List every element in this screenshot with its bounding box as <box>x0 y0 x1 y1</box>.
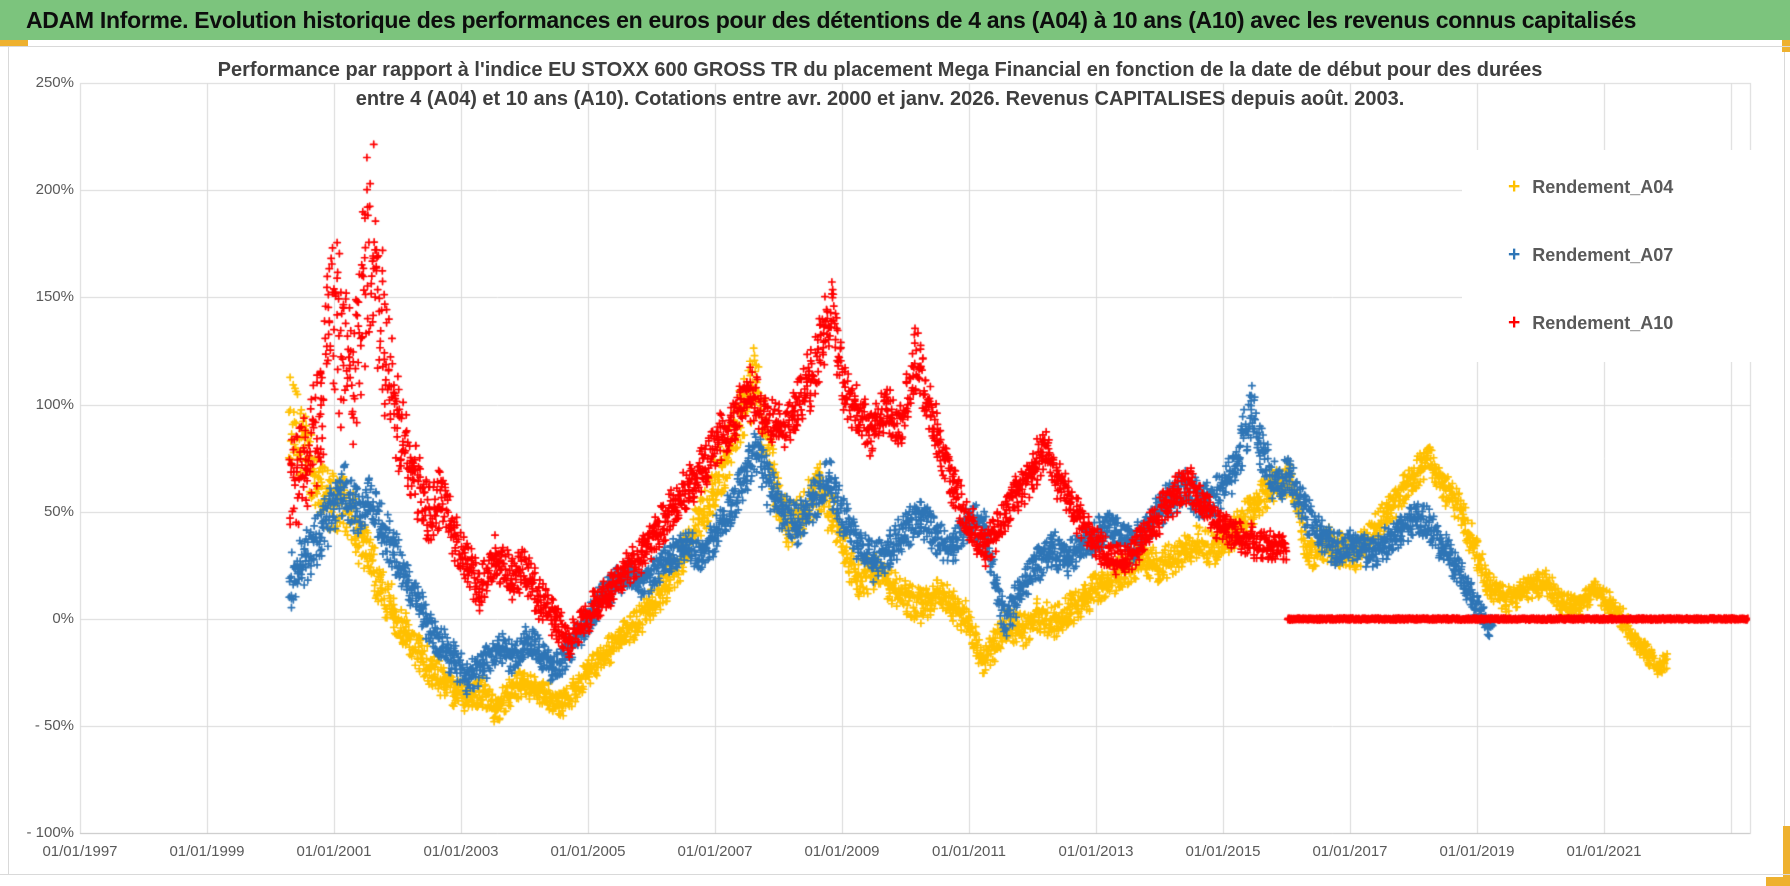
y-tick-label: - 100% <box>26 824 74 842</box>
x-tick-label: 01/01/2019 <box>1439 843 1515 860</box>
x-tick-label: 01/01/2011 <box>932 843 1006 860</box>
x-tick-label: 01/01/2001 <box>296 843 372 860</box>
x-tick-label: 01/01/2009 <box>804 843 880 860</box>
x-tick-label: 01/01/2017 <box>1312 843 1388 860</box>
x-tick-label: 01/01/2003 <box>423 843 499 860</box>
x-tick-label: 01/01/2015 <box>1185 843 1261 860</box>
legend-label: Rendement_A07 <box>1532 244 1674 265</box>
plus-marker-icon: + <box>1508 243 1521 266</box>
y-tick-label: 0% <box>52 610 74 627</box>
y-tick-label: 50% <box>43 502 74 520</box>
y-tick-label: - 50% <box>34 717 74 735</box>
x-tick-label: 01/01/2007 <box>677 843 753 860</box>
x-tick-label: 01/01/1997 <box>42 843 118 860</box>
legend-item-a04[interactable]: + Rendement_A04 <box>1462 174 1764 200</box>
x-tick-label: 01/01/2021 <box>1566 843 1642 860</box>
legend-label: Rendement_A10 <box>1532 312 1674 333</box>
legend-label: Rendement_A04 <box>1532 176 1674 197</box>
chart-legend: + Rendement_A04 + Rendement_A07 + Rendem… <box>1462 150 1764 362</box>
y-tick-label: 200% <box>35 181 74 199</box>
y-tick-label: 150% <box>35 288 74 306</box>
y-tick-label: 250% <box>35 74 74 91</box>
y-tick-label: 100% <box>35 395 74 413</box>
x-tick-label: 01/01/2005 <box>550 843 626 860</box>
plus-marker-icon: + <box>1508 311 1521 334</box>
x-tick-label: 01/01/1999 <box>169 843 245 860</box>
x-tick-label: 01/01/2013 <box>1058 843 1134 860</box>
legend-item-a07[interactable]: + Rendement_A07 <box>1462 242 1764 268</box>
plus-marker-icon: + <box>1508 175 1521 198</box>
legend-item-a10[interactable]: + Rendement_A10 <box>1462 310 1764 336</box>
